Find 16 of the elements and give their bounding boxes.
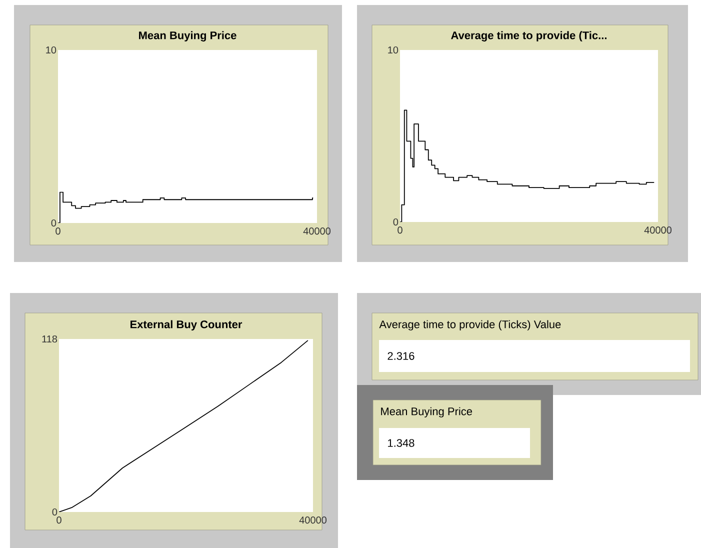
text: 1.348 [388,439,414,447]
y-tick-label: 10 [46,46,56,54]
chart-title: External Buy Counter [130,320,242,330]
chart-title: Average time to provide (Tic... [451,31,606,42]
text: Mean Buying Price [381,407,472,418]
y-tick-label: 10 [388,46,398,54]
x-tick-label: 40000 [644,226,672,234]
y-tick-label: 0 [51,219,56,227]
line-series [59,340,308,512]
text: 2.316 [388,352,414,360]
text: Average time to provide (Ticks) Value [379,320,561,330]
y-tick-label: 118 [42,335,58,343]
chart-title: Mean Buying Price [139,31,236,42]
x-tick-label: 40000 [303,228,331,235]
x-tick-label: 40000 [299,516,327,524]
y-tick-label: 0 [52,508,58,516]
